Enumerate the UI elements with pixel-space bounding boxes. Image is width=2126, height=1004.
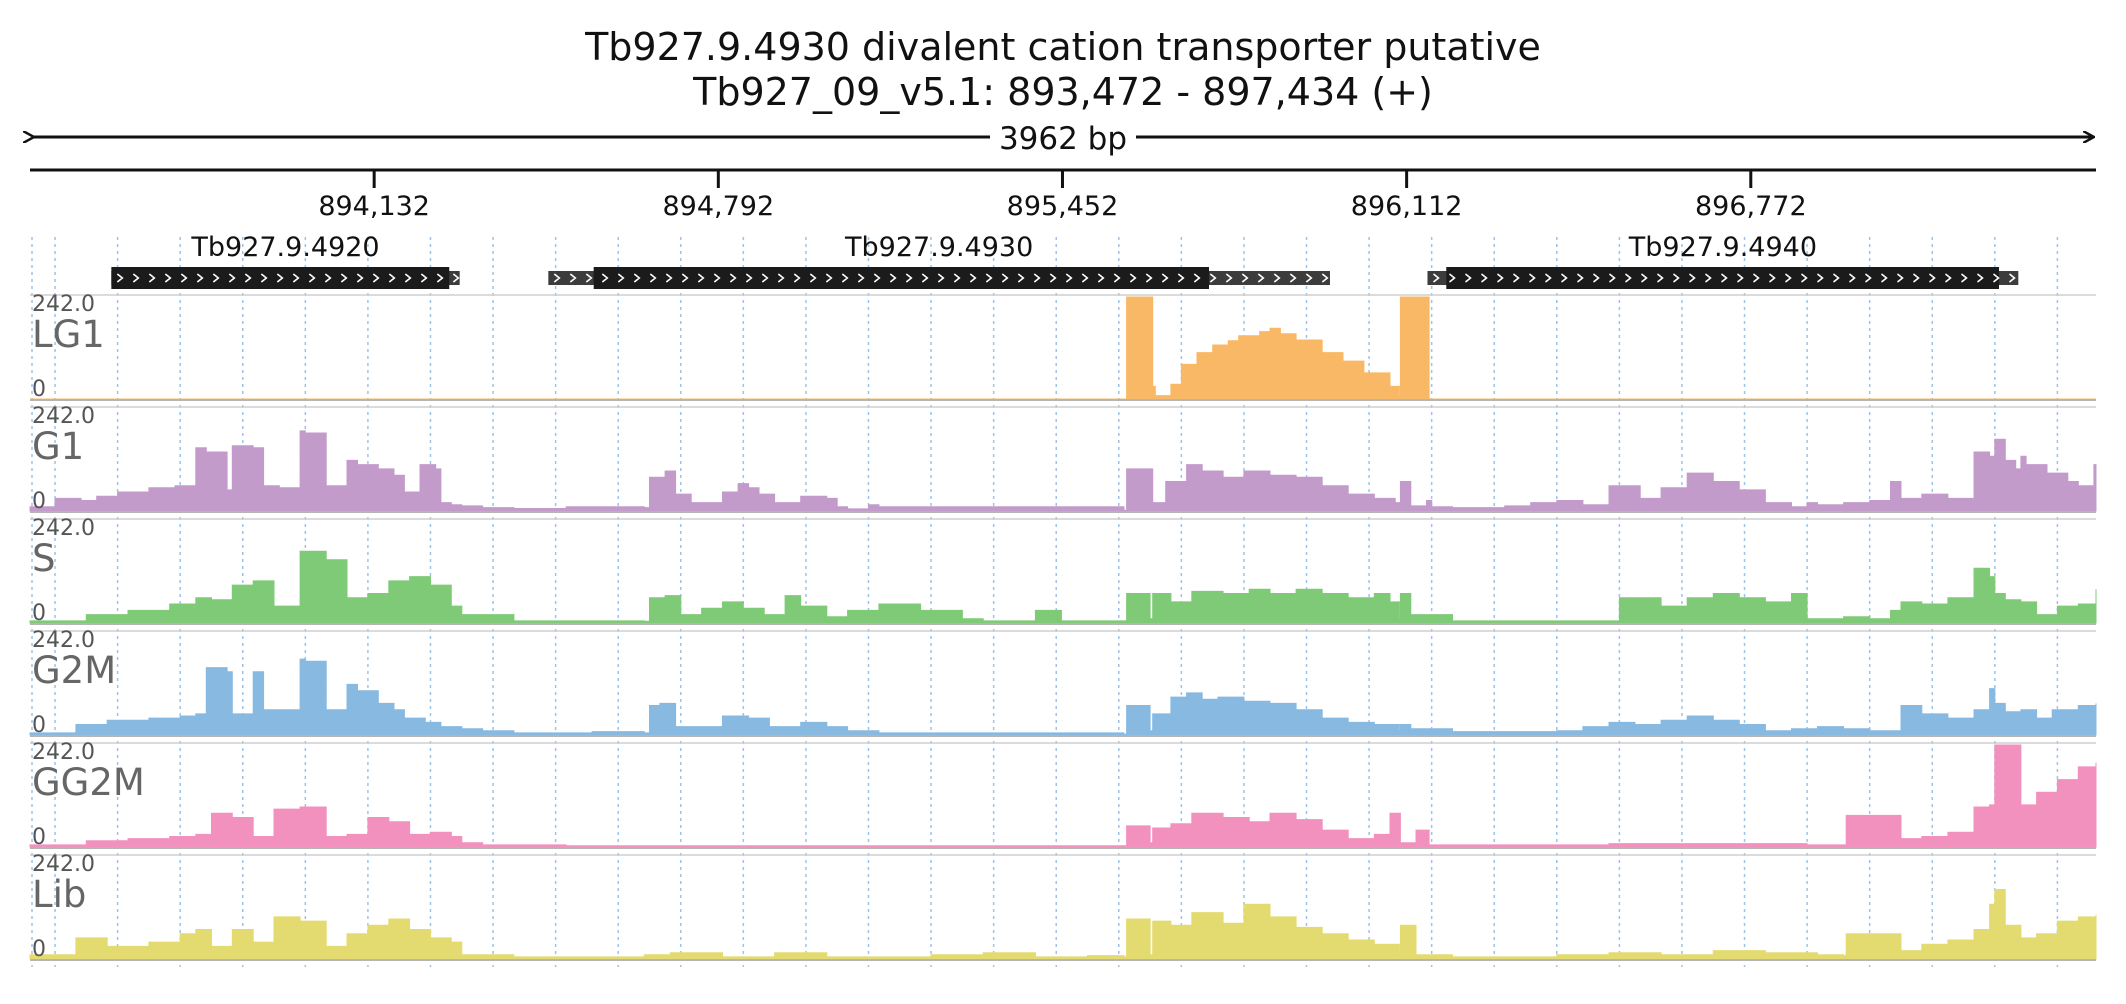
gene-name-label: Tb927.9.4930 bbox=[844, 232, 1033, 263]
track-min-label: 0 bbox=[32, 377, 46, 402]
coverage-area-lg1 bbox=[30, 296, 2096, 400]
track-min-label: 0 bbox=[32, 937, 46, 962]
chart-title: Tb927.9.4930 divalent cation transporter… bbox=[584, 25, 1541, 69]
track-max-label: 242.0 bbox=[32, 292, 95, 317]
axis-ticks: 894,132 894,792 895,452 896,112 896,772 bbox=[318, 170, 1807, 222]
track-name-label: G1 bbox=[32, 425, 84, 468]
coverage-area-s bbox=[29, 550, 2097, 624]
coverage-tracks: 242.0LG10242.0G10242.0S0242.0G2M0242.0GG… bbox=[29, 292, 2097, 962]
gene-strand-arrows bbox=[553, 273, 1329, 283]
track-name-label: G2M bbox=[32, 649, 116, 692]
track-max-label: 242.0 bbox=[32, 852, 95, 877]
track-min-label: 0 bbox=[32, 713, 46, 738]
track-name-label: Lib bbox=[32, 873, 86, 916]
gene-models: Tb927.9.4920 Tb927.9.4930 Tb927.9.4940 bbox=[111, 232, 2019, 289]
span-label: 3962 bp bbox=[999, 121, 1127, 157]
track-min-label: 0 bbox=[32, 825, 46, 850]
gene-cds-bar bbox=[111, 267, 450, 289]
track-max-label: 242.0 bbox=[32, 628, 95, 653]
tick-label: 896,772 bbox=[1695, 191, 1807, 222]
tick-label: 894,792 bbox=[662, 191, 774, 222]
track-max-label: 242.0 bbox=[32, 404, 95, 429]
track-min-label: 0 bbox=[32, 489, 46, 514]
gene-name-label: Tb927.9.4940 bbox=[1628, 232, 1817, 263]
gene-cds-bar bbox=[593, 267, 1210, 289]
gene-strand-arrows bbox=[1433, 273, 2016, 283]
track-name-label: S bbox=[32, 537, 56, 580]
coverage-area-g1 bbox=[29, 430, 2097, 512]
track-name-label: GG2M bbox=[32, 761, 145, 804]
track-min-label: 0 bbox=[32, 601, 46, 626]
tick-label: 894,132 bbox=[318, 191, 430, 222]
track-max-label: 242.0 bbox=[32, 516, 95, 541]
chart-subtitle: Tb927_09_v5.1: 893,472 - 897,434 (+) bbox=[692, 70, 1433, 114]
track-name-label: LG1 bbox=[32, 313, 105, 356]
track-max-label: 242.0 bbox=[32, 740, 95, 765]
tick-label: 896,112 bbox=[1351, 191, 1463, 222]
coverage-area-lib bbox=[29, 889, 2097, 960]
tick-label: 895,452 bbox=[1007, 191, 1119, 222]
gene-name-label: Tb927.9.4920 bbox=[190, 232, 379, 263]
gene-strand-arrows bbox=[116, 273, 460, 283]
coverage-area-g2m bbox=[29, 658, 2097, 736]
gene-cds-bar bbox=[1446, 267, 2000, 289]
coverage-area-gg2m bbox=[29, 744, 2097, 848]
